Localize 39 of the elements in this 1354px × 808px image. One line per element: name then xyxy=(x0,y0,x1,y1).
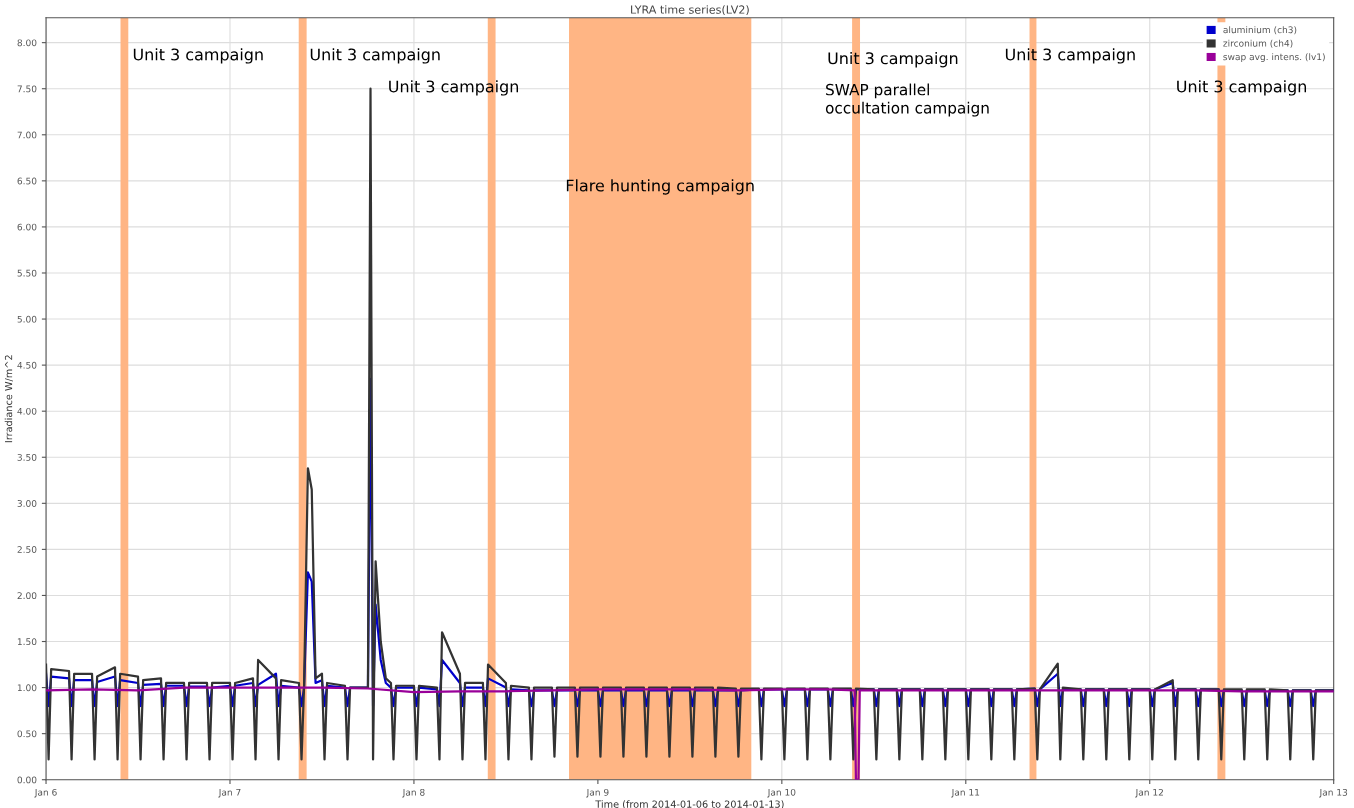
y-tick-label: 3.00 xyxy=(17,500,37,507)
y-tick-label: 5.50 xyxy=(17,269,37,277)
band-label: Unit 3 campaign xyxy=(310,48,440,64)
band-label: Unit 3 campaign xyxy=(389,80,518,96)
y-tick-label: 7.50 xyxy=(17,85,37,93)
x-tick-label: Jan 12 xyxy=(1135,788,1163,798)
y-tick-label: 2.50 xyxy=(17,546,37,553)
x-axis-title: Time (from 2014-01-06 to 2014-01-13) xyxy=(595,800,784,808)
y-tick-label: 2.00 xyxy=(17,592,37,600)
legend-label: aluminium (ch3) xyxy=(1223,26,1297,35)
band-label: Unit 3 campaign xyxy=(133,48,263,64)
y-tick-label: 0.00 xyxy=(17,776,37,784)
x-tick-label: Jan 7 xyxy=(218,789,241,798)
annotation: SWAP parallel occultation campaign xyxy=(825,83,989,117)
y-tick-label: 5.00 xyxy=(17,315,37,323)
x-tick-label: Jan 13 xyxy=(1319,788,1348,798)
y-tick-label: 1.50 xyxy=(17,638,37,646)
band-label: Unit 3 campaign xyxy=(1005,48,1135,64)
y-tick-label: 4.00 xyxy=(17,407,37,415)
x-tick-label: Jan 8 xyxy=(402,788,425,798)
y-tick-label: 6.50 xyxy=(17,177,37,185)
x-tick-label: Jan 10 xyxy=(767,788,796,798)
y-tick-label: 4.50 xyxy=(17,361,37,369)
chart-title: LYRA time series(LV2) xyxy=(631,5,749,16)
x-tick-label: Jan 11 xyxy=(951,789,980,798)
legend-label: swap avg. intens. (lv1) xyxy=(1223,53,1325,62)
y-tick-label: 6.00 xyxy=(17,223,37,231)
x-tick-label: Jan 9 xyxy=(586,788,609,798)
y-tick-label: 3.50 xyxy=(17,453,37,461)
band-label: Unit 3 campaign xyxy=(828,51,958,68)
y-tick-label: 8.00 xyxy=(17,39,37,47)
y-tick-label: 7.00 xyxy=(17,131,37,139)
band-label: Flare hunting campaign xyxy=(566,179,754,195)
band-label: Unit 3 campaign xyxy=(1177,80,1306,96)
y-tick-label: 0.50 xyxy=(17,730,37,738)
legend-label: zirconium (ch4) xyxy=(1223,39,1293,48)
x-tick-label: Jan 6 xyxy=(34,788,57,798)
y-tick-label: 1.00 xyxy=(17,684,37,692)
y-axis-title: Irradiance W/m^2 xyxy=(4,355,14,443)
